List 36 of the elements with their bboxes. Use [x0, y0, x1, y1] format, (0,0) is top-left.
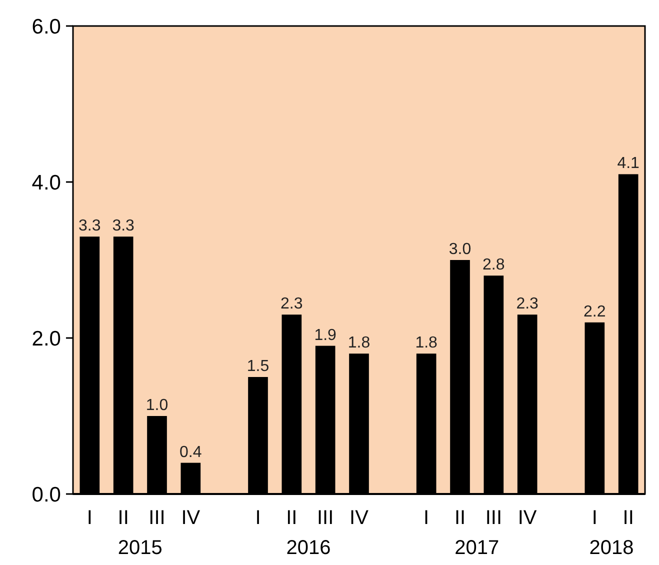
data-label: 0.4	[180, 444, 202, 461]
data-label: 3.3	[78, 218, 101, 235]
data-label: 1.0	[146, 397, 168, 414]
text: 2015	[118, 537, 162, 559]
y-tick-label: 0.0	[32, 483, 61, 506]
text: 2016	[286, 537, 331, 559]
data-label: 2.2	[584, 303, 606, 320]
data-label: 1.8	[348, 334, 370, 352]
x-tick-label: II	[622, 507, 634, 529]
data-label: 3.0	[448, 241, 472, 258]
data-label: 1.8	[415, 334, 438, 352]
x-tick-label: I	[255, 507, 261, 529]
data-label: 2.3	[516, 296, 539, 313]
x-tick-label: III	[485, 507, 502, 529]
x-tick-label: IV	[518, 507, 538, 529]
y-tick-label: 2.0	[32, 327, 61, 350]
data-label: 4.1	[617, 155, 640, 172]
x-tick-label: I	[424, 507, 430, 529]
data-label: 1.5	[246, 358, 270, 375]
x-tick-label: II	[286, 507, 298, 529]
x-tick-label: IV	[350, 507, 370, 529]
x-tick-label: III	[316, 507, 334, 529]
data-label: 3.3	[112, 218, 135, 235]
data-label: 2.3	[280, 296, 303, 313]
data-label: 2.8	[482, 256, 505, 274]
text: 2018	[589, 537, 634, 559]
x-tick-label: II	[454, 507, 466, 529]
x-tick-label: IV	[181, 507, 201, 529]
x-tick-label: I	[86, 507, 92, 529]
y-tick-label: 4.0	[32, 171, 61, 194]
x-tick-label: II	[118, 507, 129, 529]
data-label: 1.9	[314, 326, 337, 344]
y-tick-label: 6.0	[32, 15, 61, 38]
x-tick-label: III	[148, 507, 166, 529]
text: 2017	[454, 537, 500, 559]
x-tick-label: I	[592, 507, 598, 529]
